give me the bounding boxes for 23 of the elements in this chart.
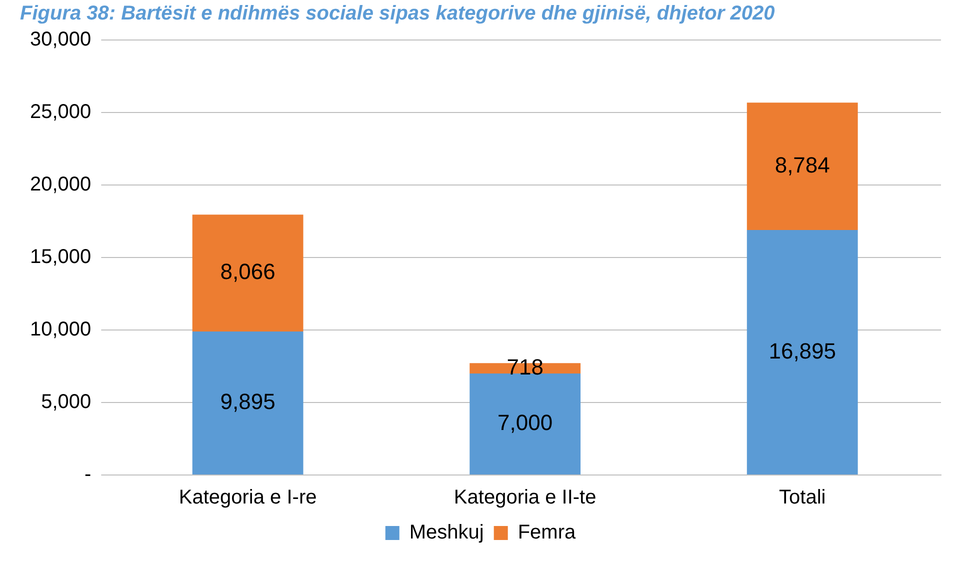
- legend-label: Femra: [518, 522, 577, 544]
- x-tick-label: Kategoria e I-re: [178, 486, 317, 509]
- y-tick-label: 25,000: [30, 101, 92, 124]
- bar: [192, 332, 304, 474]
- data-label: 8,784: [774, 152, 830, 178]
- y-tick-label: 30,000: [30, 28, 92, 51]
- bar: [746, 102, 858, 230]
- bar: [746, 230, 858, 474]
- y-tick-label: -: [84, 464, 92, 486]
- y-tick-label: 10,000: [30, 318, 92, 341]
- bar: [192, 214, 304, 332]
- legend-label: Meshkuj: [409, 522, 484, 544]
- x-tick-label: Kategoria e II-te: [454, 486, 596, 509]
- data-label: 9,895: [220, 389, 276, 414]
- y-tick-label: 20,000: [30, 174, 92, 196]
- data-label: 8,066: [220, 259, 276, 284]
- y-tick-label: 5,000: [41, 391, 92, 414]
- data-label: 16,895: [768, 338, 836, 364]
- data-label: 7,000: [498, 410, 553, 436]
- chart-title: Figura 38: Bartësit e ndihmës sociale sipas kategorive dhe gjinisë, dhjetor 2020: [20, 2, 775, 25]
- x-tick-label: Totali: [779, 486, 826, 509]
- bar: [470, 374, 581, 474]
- y-tick-label: 15,000: [30, 246, 92, 268]
